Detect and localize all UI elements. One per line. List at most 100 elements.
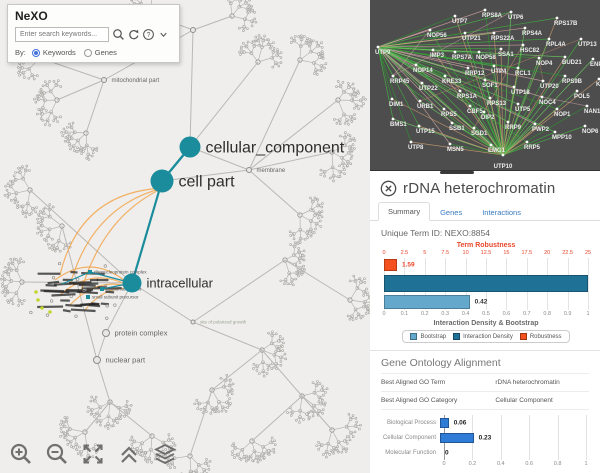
gene-node-RCL1[interactable]: RCL1 (515, 66, 531, 77)
svg-text:RPS8A: RPS8A (482, 13, 503, 19)
gene-node-SSA1[interactable]: SSA1 (498, 47, 514, 58)
svg-text:CBF5: CBF5 (467, 109, 483, 115)
radio-keywords[interactable]: Keywords (31, 48, 76, 57)
gene-node-NOP4[interactable]: NOP4 (536, 56, 553, 67)
gene-node-RPS8A[interactable]: RPS8A (482, 8, 503, 19)
gene-node-NOP6[interactable]: NOP6 (582, 124, 599, 135)
cluster-term-node[interactable]: small subunit precursor (86, 295, 139, 300)
radio-icon[interactable] (83, 48, 92, 57)
term-node-mitochondrial-part[interactable]: mitochondrial part (101, 77, 160, 85)
collapse-button[interactable] (116, 442, 142, 468)
gene-node-ENP1[interactable]: ENP1 (590, 57, 600, 68)
gene-node-SOF1[interactable]: SOF1 (482, 78, 498, 89)
gene-node-UTP9[interactable]: UTP9 (375, 45, 391, 56)
gene-node-DIM1[interactable]: DIM1 (389, 97, 404, 108)
term-node-protein-complex[interactable]: protein complex (102, 329, 168, 338)
search-input[interactable] (15, 27, 109, 42)
gene-network-panel[interactable]: UTP9 UTP7 RPS8A UTP6 RPS17B NOP56 UTP21 RPS22A R… (370, 0, 600, 170)
gene-node-EMG1[interactable]: EMG1 (488, 143, 506, 154)
term-node-intracellular[interactable]: intracellular (122, 273, 214, 293)
tab-summary[interactable]: Summary (378, 202, 431, 221)
gene-node-POL5[interactable]: POL5 (574, 89, 590, 100)
gene-node-MSN5[interactable]: MSN5 (447, 142, 464, 153)
term-node-site-of-polarized-growth[interactable]: site of polarized growth (190, 319, 247, 325)
chevron-down-icon[interactable] (157, 28, 170, 41)
gene-node-RPS7A[interactable]: RPS7A (452, 50, 473, 61)
gene-node-BMS1[interactable]: BMS1 (390, 117, 407, 128)
gene-node-UTP20[interactable]: UTP20 (540, 79, 559, 90)
gene-node-RPS17B[interactable]: RPS17B (554, 16, 578, 27)
gene-node-UTP8[interactable]: UTP8 (408, 140, 424, 151)
svg-text:UTP22: UTP22 (419, 86, 438, 92)
gene-node-BUD21[interactable]: BUD21 (562, 55, 582, 66)
refresh-icon[interactable] (127, 28, 140, 41)
help-icon[interactable]: ? (142, 28, 155, 41)
gene-node-NOP58[interactable]: NOP58 (476, 50, 496, 61)
gene-node-SSB1[interactable]: SSB1 (449, 121, 465, 132)
cluster-term-node[interactable]: ribonucleoprotein complex (88, 270, 147, 275)
fit-to-window-button[interactable] (80, 442, 106, 468)
gene-node-CBF5[interactable]: CBF5 (467, 104, 483, 115)
ontology-tree-canvas[interactable]: ribonucleoprotein complex ribosomal subun… (0, 0, 370, 473)
gene-node-NAN1[interactable]: NAN1 (584, 104, 600, 115)
gene-node-MPP10[interactable]: MPP10 (552, 130, 572, 141)
svg-text:NOC4: NOC4 (539, 100, 556, 106)
gene-node-UTP21[interactable]: UTP21 (462, 31, 481, 42)
gene-node-PWP2[interactable]: PWP2 (532, 122, 550, 133)
gene-node-UTP7[interactable]: UTP7 (452, 14, 468, 25)
gene-node-RPL4A[interactable]: RPL4A (546, 37, 566, 48)
gene-node-UTP22[interactable]: UTP22 (419, 81, 438, 92)
gene-node-URB1[interactable]: URB1 (417, 99, 434, 110)
dense-term-cluster[interactable] (29, 261, 122, 320)
viz-controls (8, 442, 178, 468)
term-node-cellular-component[interactable]: cellular_component (179, 136, 345, 158)
search-icon[interactable] (112, 28, 125, 41)
gene-node-KRE33[interactable]: KRE33 (442, 74, 462, 85)
gene-node-NOP1[interactable]: NOP1 (554, 107, 571, 118)
radio-icon[interactable] (31, 48, 40, 57)
gene-node-UTP4[interactable]: UTP4 (491, 64, 507, 75)
zoom-in-button[interactable] (8, 442, 34, 468)
gene-node-RRP5[interactable]: RRP5 (524, 140, 541, 151)
term-id: Unique Term ID: NEXO:8854 (381, 228, 490, 238)
gene-node-UTP18[interactable]: UTP18 (511, 85, 530, 96)
gene-node-RPS22A[interactable]: RPS22A (491, 31, 515, 42)
gene-node-RPS5[interactable]: RPS5 (441, 107, 457, 118)
gene-node-NOP56[interactable]: NOP56 (427, 28, 447, 39)
gene-node-UTP10[interactable]: UTP10 (494, 153, 513, 170)
gene-node-NOC4[interactable]: NOC4 (539, 95, 556, 106)
layers-button[interactable] (152, 442, 178, 468)
gene-node-KRI1[interactable]: KRI1 (596, 77, 600, 88)
cluster-term-node[interactable]: ribosomal subunit (100, 287, 142, 292)
gene-node-RPS13[interactable]: RPS13 (487, 96, 507, 107)
gene-node-NOP14[interactable]: NOP14 (413, 63, 433, 74)
term-node-nuclear-part[interactable]: nuclear part (93, 356, 147, 365)
svg-text:NOP14: NOP14 (413, 68, 433, 74)
gene-node-RPS4A[interactable]: RPS4A (522, 26, 543, 37)
close-term-icon[interactable] (380, 180, 397, 197)
gene-node-UTP6[interactable]: UTP6 (508, 10, 524, 21)
tab-interactions[interactable]: Interactions (482, 208, 521, 217)
gene-node-RRP9[interactable]: RRP9 (505, 120, 522, 131)
bar-robustness (384, 259, 397, 271)
gene-node-RRP12[interactable]: RRP12 (465, 66, 485, 77)
svg-text:NOP58: NOP58 (476, 55, 496, 61)
gene-node-RPS1A[interactable]: RPS1A (457, 89, 478, 100)
term-node-cell-part[interactable]: cell part (150, 169, 236, 193)
scrollbar-thumb[interactable] (440, 171, 474, 174)
gene-node-SGD1[interactable]: SGD1 (471, 126, 488, 137)
radio-genes[interactable]: Genes (83, 48, 117, 57)
chart-legend: Bootstrap Interaction Density Robustness (402, 330, 570, 343)
gene-node-RPS9B[interactable]: RPS9B (562, 74, 583, 85)
gene-node-HSC82[interactable]: HSC82 (520, 43, 540, 54)
zoom-out-button[interactable] (44, 442, 70, 468)
gene-node-UTP15[interactable]: UTP15 (416, 124, 435, 135)
gene-node-RRP45[interactable]: RRP45 (390, 74, 410, 85)
gene-node-IMP3[interactable]: IMP3 (430, 48, 445, 59)
go-bar-row: Cellular Component 0.23 (382, 430, 588, 445)
gene-node-DIP2[interactable]: DIP2 (481, 110, 495, 121)
gene-node-UTP13[interactable]: UTP13 (578, 37, 597, 48)
gene-node-UTP5[interactable]: UTP5 (515, 102, 531, 113)
tab-genes[interactable]: Genes (440, 208, 463, 217)
term-node-membrane[interactable]: membrane (246, 167, 286, 175)
